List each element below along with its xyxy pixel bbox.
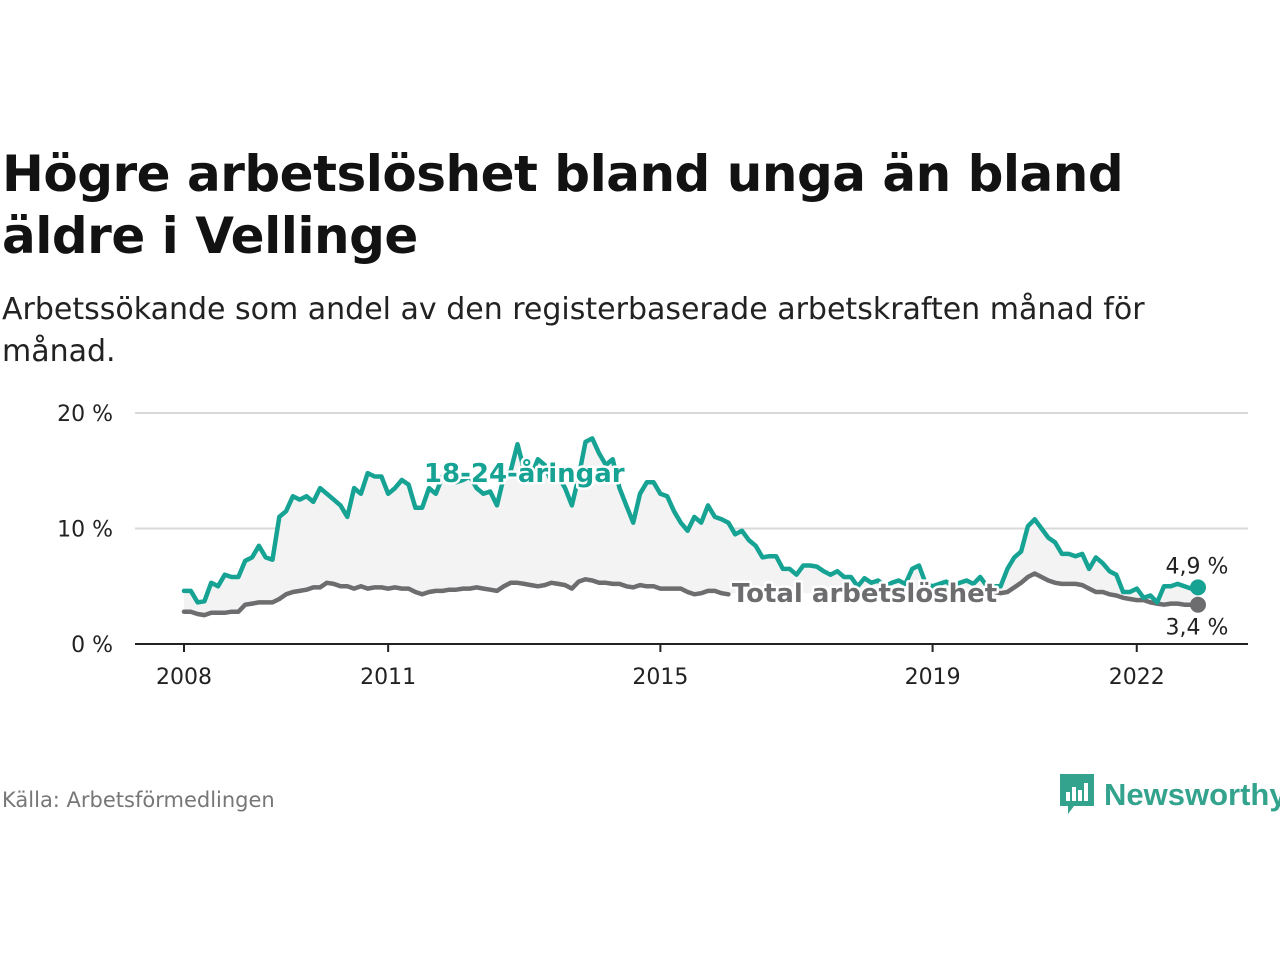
young-series-end-dot bbox=[1190, 579, 1206, 596]
total-end-value: 3,4 % bbox=[1166, 616, 1229, 641]
grid: 0 % 10 % 20 % 2008 2011 2015 2019 2022 bbox=[57, 402, 1248, 690]
total-series-end-dot bbox=[1190, 596, 1206, 613]
total-series-line-1 bbox=[984, 571, 1201, 607]
brand-logo: Newsworthy bbox=[1058, 772, 1280, 818]
young-series-line bbox=[181, 436, 1201, 605]
x-tick-label: 2022 bbox=[1109, 665, 1165, 690]
chart-labels: 18-24-åringar Total arbetslöshet 4,9 % 3,4 … bbox=[421, 455, 1229, 641]
source-note: Källa: Arbetsförmedlingen bbox=[2, 788, 275, 812]
y-tick-label: 20 % bbox=[57, 402, 113, 427]
brand-name: Newsworthy bbox=[1104, 777, 1280, 812]
x-tick-label: 2019 bbox=[905, 665, 961, 690]
total-series-label: Total arbetslöshet bbox=[732, 579, 997, 609]
chart-subtitle: Arbetssökande som andel av den registerb… bbox=[2, 292, 1145, 369]
young-end-value: 4,9 % bbox=[1166, 554, 1229, 579]
y-tick-label: 0 % bbox=[71, 633, 113, 658]
young-series-label: 18-24-åringar bbox=[424, 457, 625, 489]
y-tick-label: 10 % bbox=[57, 518, 113, 543]
chart-title: Högre arbetslöshet bland unga än bland ä… bbox=[2, 145, 1124, 265]
series-lines bbox=[181, 436, 1206, 618]
x-tick-label: 2008 bbox=[156, 665, 212, 690]
total-series-line bbox=[181, 577, 731, 618]
newsworthy-logo-icon bbox=[1060, 774, 1094, 814]
x-tick-label: 2015 bbox=[632, 665, 688, 690]
line-chart: 0 % 10 % 20 % 2008 2011 2015 2019 2022 18-24-år… bbox=[57, 402, 1248, 690]
x-tick-label: 2011 bbox=[360, 665, 416, 690]
